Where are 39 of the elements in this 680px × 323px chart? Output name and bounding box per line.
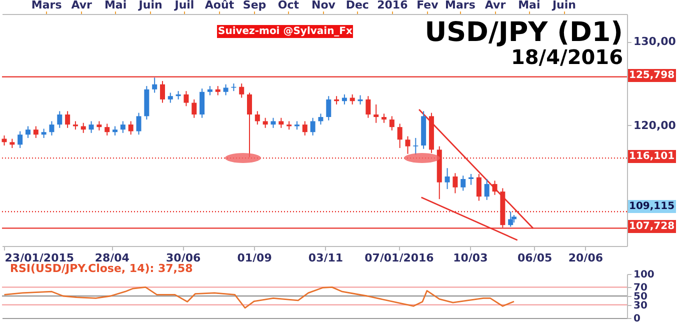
x-tick-label: 06/05 — [518, 252, 552, 264]
chart-title: RSI(USD/JPY.Close, 14): 37,58 — [10, 262, 193, 275]
y-tick-label: 120,00 — [634, 118, 676, 132]
x2-tick-label: Fev — [416, 0, 440, 12]
y-tick-label: 30 — [634, 300, 648, 312]
x-tick-label: 28/04 — [94, 252, 130, 264]
x-tick-label: 20/06 — [568, 252, 604, 264]
x2-tick-label: Mai — [518, 0, 540, 12]
x2-tick-label: Sep — [242, 0, 266, 12]
x2-tick-label: Mars — [445, 0, 476, 12]
ref-line-label: 107,728 — [628, 220, 676, 234]
ref-line-label: 125,798 — [628, 68, 676, 82]
x2-tick-label: Juin — [551, 0, 576, 12]
x2-tick-label: Oct — [278, 0, 300, 12]
x2-tick-label: Août — [204, 0, 234, 12]
x-tick-label: 30/06 — [166, 252, 201, 264]
x2-tick-label: Avr — [71, 0, 93, 12]
y-tick-label: 130,00 — [634, 35, 676, 48]
x-tick-label: 07/01/2016 — [364, 252, 434, 264]
text: 109,115 — [628, 200, 676, 213]
x2-tick-label: Juil — [174, 0, 194, 12]
x2-tick-label: Juin — [138, 0, 162, 12]
chart-title: USD/JPY (D1) — [424, 17, 623, 48]
x-tick-label: 10/03 — [453, 252, 488, 264]
x2-tick-label: Avr — [484, 0, 506, 12]
y-tick-label: 0 — [634, 314, 640, 323]
ref-line-label: 116,101 — [628, 150, 676, 164]
annotation: Suivez-moi @Sylvain_Fx — [217, 25, 354, 38]
x2-tick-label: Mars — [31, 0, 62, 12]
x2-tick-label: Mai — [104, 0, 127, 12]
y-tick-label: 50 — [634, 292, 648, 302]
x-tick-label: 23/01/2015 — [4, 252, 74, 264]
x-tick-label: 01/09 — [237, 252, 272, 264]
x-tick-label: 03/11 — [308, 252, 344, 264]
x2-tick-label: 2016 — [377, 0, 408, 12]
text: 18/4/2016 — [510, 45, 623, 69]
x2-tick-label: Nov — [312, 0, 336, 12]
y-tick-label: 100 — [634, 270, 654, 280]
x2-tick-label: Dec — [346, 0, 369, 12]
